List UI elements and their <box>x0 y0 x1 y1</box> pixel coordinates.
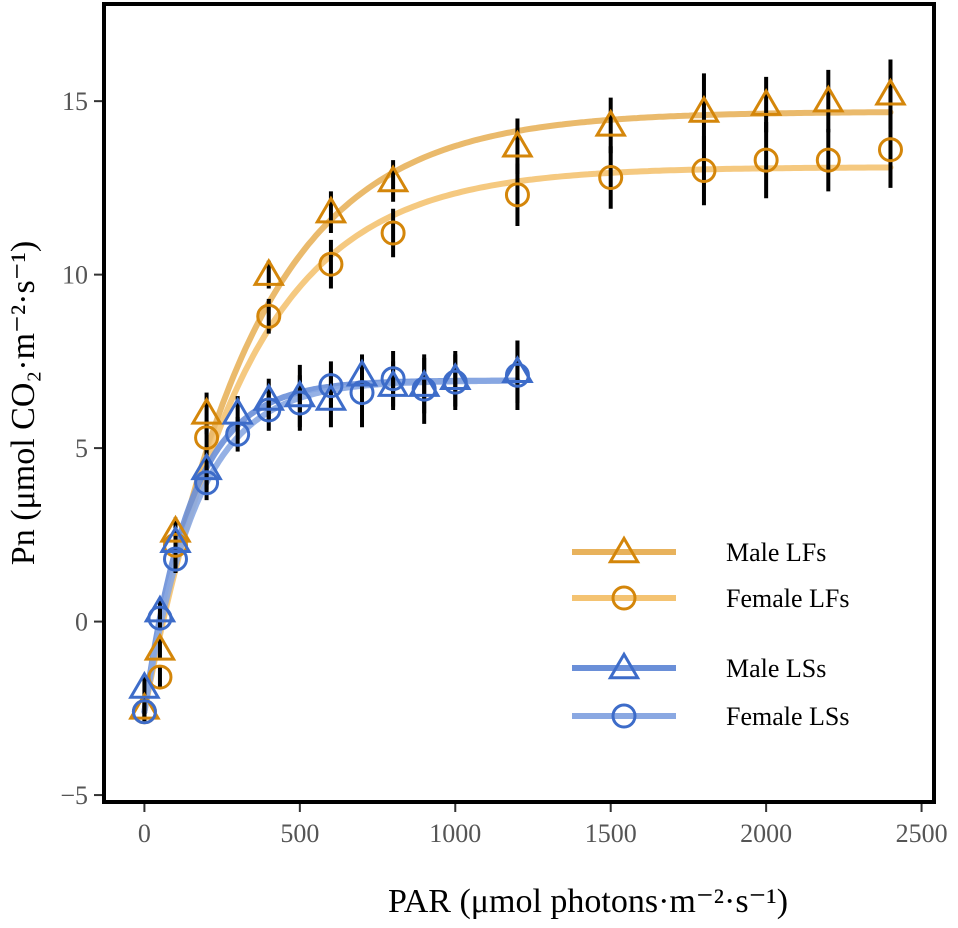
x-tick-label: 0 <box>138 819 151 848</box>
data-point <box>376 369 410 397</box>
data-point <box>753 147 779 173</box>
x-tick-label: 2500 <box>896 819 948 848</box>
x-axis-title: PAR (μmol photons·m⁻²·s⁻¹) <box>388 883 788 920</box>
data-point <box>345 358 379 387</box>
data-point <box>815 147 841 173</box>
y-tick-label: 0 <box>75 608 88 637</box>
data-point <box>128 691 161 720</box>
data-point <box>318 251 344 277</box>
data-point <box>147 605 173 631</box>
legend-label: Female LFs <box>726 584 850 613</box>
data-point <box>314 195 348 224</box>
data-point <box>407 369 441 397</box>
legend-label: Female LSs <box>726 702 850 731</box>
data-point <box>501 129 534 158</box>
data-point <box>252 257 286 286</box>
x-tick-label: 2000 <box>740 819 792 848</box>
data-point <box>194 425 220 451</box>
data-point <box>504 362 530 388</box>
data-point <box>691 158 717 184</box>
y-tick-label: 15 <box>62 87 88 116</box>
data-point <box>442 369 468 395</box>
data-point <box>380 220 406 246</box>
data-point <box>256 303 282 329</box>
data-point <box>131 699 157 725</box>
legend-label: Male LSs <box>726 654 826 683</box>
data-point <box>190 452 223 481</box>
x-tick-label: 500 <box>280 819 319 848</box>
data-point <box>314 382 348 411</box>
fit-line-1 <box>141 164 894 715</box>
legend-swatch-marker <box>611 703 637 729</box>
data-point <box>318 373 344 399</box>
data-point <box>501 355 534 384</box>
data-point <box>194 470 220 496</box>
data-point <box>749 87 783 116</box>
data-point <box>190 396 223 425</box>
data-point <box>159 525 192 554</box>
y-tick-label: 10 <box>62 261 88 290</box>
data-point <box>252 382 286 411</box>
data-point <box>143 632 177 661</box>
data-point <box>380 366 406 392</box>
data-point <box>594 108 627 137</box>
data-point <box>162 546 188 572</box>
legend-swatch-marker <box>611 585 637 611</box>
data-point <box>225 421 251 447</box>
y-tick-label: 5 <box>75 434 88 463</box>
data-point <box>147 664 173 690</box>
data-point <box>874 77 907 106</box>
y-tick-label: −5 <box>60 781 88 810</box>
data-point <box>877 137 903 163</box>
data-point <box>256 397 282 423</box>
y-axis-title: Pn (μmol CO₂·m⁻²·s⁻¹) <box>5 241 42 565</box>
data-point <box>159 514 192 543</box>
data-point <box>687 94 721 123</box>
data-point <box>349 380 375 406</box>
plot-frame <box>102 2 936 804</box>
legend-swatch-marker <box>607 535 641 564</box>
data-point <box>504 182 530 208</box>
data-point <box>287 390 313 416</box>
tick-layer: 0 500 1000 1500 2000 2500 −5 0 5 10 15 <box>60 87 947 848</box>
legend-swatch-marker <box>607 651 641 680</box>
legend-label: Male LFs <box>726 538 826 567</box>
data-point <box>128 670 161 699</box>
data-point <box>439 362 472 390</box>
legend: Male LFs Female LFs Male LSs Female LSs <box>572 535 850 731</box>
x-tick-label: 1500 <box>585 819 637 848</box>
data-point <box>598 164 624 190</box>
x-tick-label: 1000 <box>429 819 481 848</box>
data-point <box>812 84 845 113</box>
data-point <box>376 164 410 193</box>
data-point <box>411 376 437 402</box>
markers-layer <box>128 77 907 725</box>
